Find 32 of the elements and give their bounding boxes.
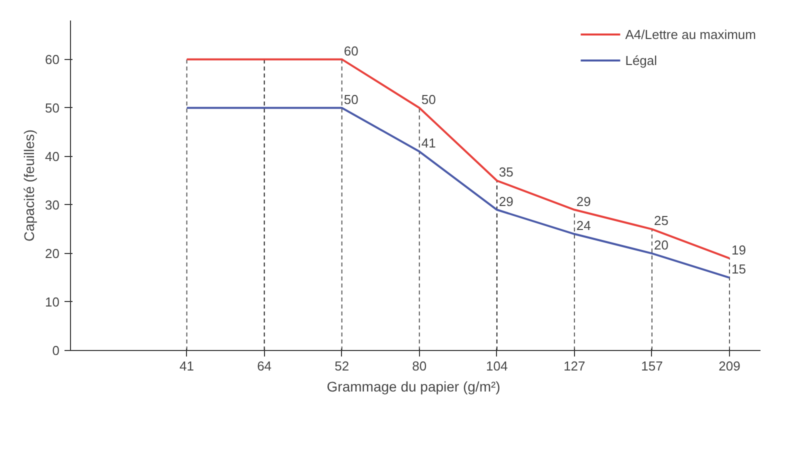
data-label: 50 (421, 92, 436, 107)
y-tick-label: 40 (45, 148, 60, 164)
data-label: 15 (731, 262, 746, 277)
data-label: 35 (498, 164, 514, 180)
x-tick-label: 127 (564, 358, 586, 374)
y-tick-label: 50 (45, 100, 60, 116)
x-tick-label: 80 (412, 358, 427, 374)
data-label: 60 (344, 43, 358, 58)
data-label: 25 (654, 213, 668, 228)
data-label: 29 (498, 194, 514, 209)
x-tick-label: 41 (180, 358, 194, 374)
x-tick-label: 104 (486, 358, 508, 374)
data-label: 41 (421, 136, 436, 151)
x-tick-label: 64 (257, 358, 272, 374)
line-series (186, 106, 730, 279)
legend-label: Légal (625, 52, 658, 68)
data-label: 50 (344, 92, 358, 107)
data-label: 29 (576, 194, 591, 209)
x-tick-label: 157 (641, 358, 663, 374)
legend-label: A4/Lettre au maximum (625, 26, 756, 42)
data-label: 24 (576, 218, 591, 234)
x-tick-label: 52 (334, 358, 350, 374)
y-axis-title: Capacité (feuilles) (21, 129, 38, 242)
x-axis-title: Grammage du papier (g/m²) (326, 378, 500, 394)
y-tick-label: 20 (45, 246, 60, 261)
y-tick-label: 60 (45, 52, 60, 67)
data-label: 19 (731, 242, 746, 258)
y-tick-label: 10 (45, 294, 60, 310)
y-tick-label: 30 (45, 197, 60, 212)
x-tick-label: 209 (718, 358, 740, 374)
data-label: 20 (654, 237, 668, 252)
y-tick-label: 0 (52, 343, 60, 358)
